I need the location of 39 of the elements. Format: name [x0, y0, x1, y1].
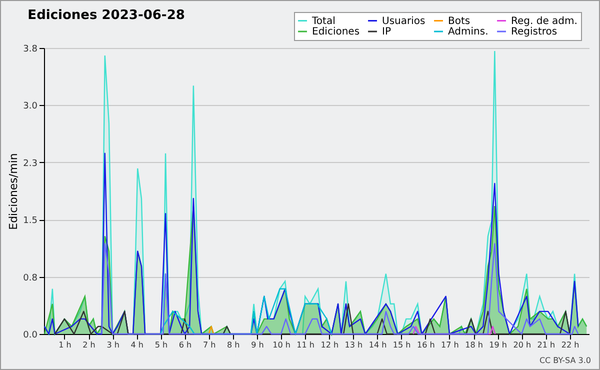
x-tick-label: 14 h: [368, 340, 387, 350]
y-tick-label: 2.3: [23, 158, 38, 169]
y-tick-label: 3.8: [23, 44, 38, 54]
x-tick-label: 17 h: [441, 340, 459, 350]
legend-label: Bots: [448, 16, 470, 27]
x-tick-label: 11 h: [296, 340, 314, 350]
y-axis-title: Ediciones/min: [7, 153, 20, 230]
x-tick-label: 15 h: [392, 340, 411, 350]
y-tick-label: 3.0: [23, 102, 38, 112]
x-tick-label: 2 h: [82, 340, 96, 350]
x-tick-label: 9 h: [251, 340, 264, 350]
x-tick-label: 22 h: [561, 340, 580, 350]
x-tick-label: 20 h: [513, 340, 532, 350]
x-tick-label: 5 h: [154, 340, 168, 350]
legend-label: IP: [382, 26, 391, 38]
x-tick-label: 19 h: [489, 340, 507, 350]
x-tick-label: 12 h: [320, 340, 339, 350]
x-tick-label: 18 h: [465, 340, 483, 350]
x-tick-label: 4 h: [130, 340, 144, 350]
x-tick-label: 8 h: [227, 340, 240, 350]
legend-label: Usuarios: [382, 16, 426, 27]
x-tick-label: 21 h: [537, 340, 556, 350]
legend-label: Admins.: [448, 26, 488, 38]
legend-label: Reg. de adm.: [511, 16, 578, 27]
x-tick-label: 16 h: [416, 340, 435, 350]
y-tick-label: 0.8: [23, 273, 38, 284]
x-tick-label: 7 h: [202, 340, 216, 350]
y-tick-label: 0.0: [23, 330, 38, 340]
x-tick-label: 3 h: [106, 340, 120, 350]
x-tick-label: 6 h: [178, 340, 192, 350]
x-tick-label: 13 h: [344, 340, 363, 350]
text: CC BY-SA 3.0: [539, 356, 591, 365]
x-tick-label: 10 h: [272, 340, 290, 350]
y-tick-label: 1.5: [23, 216, 38, 226]
legend-label: Ediciones: [312, 26, 360, 38]
x-tick-label: 1 h: [58, 340, 72, 350]
legend-label: Total: [311, 16, 336, 27]
legend-label: Registros: [511, 26, 558, 38]
chart-title: Ediciones 2023-06-28: [28, 8, 185, 23]
